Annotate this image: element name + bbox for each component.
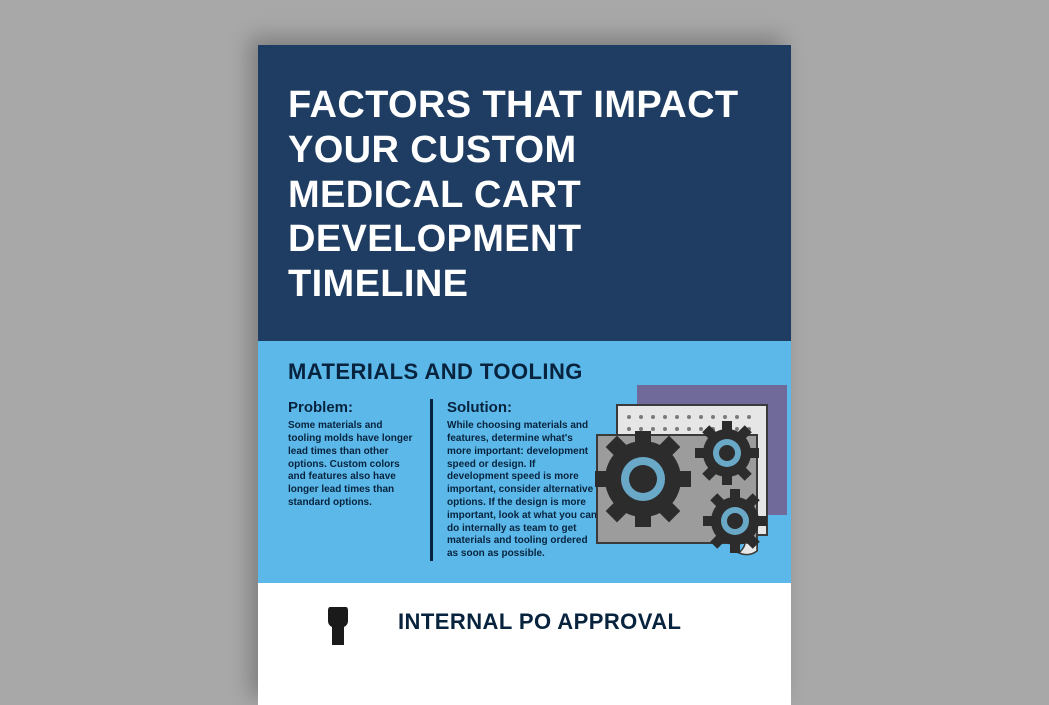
header-block: FACTORS THAT IMPACT YOUR CUSTOM MEDICAL … <box>258 45 791 341</box>
column-divider <box>430 399 433 561</box>
section-title: INTERNAL PO APPROVAL <box>398 609 681 635</box>
solution-label: Solution: <box>447 399 599 416</box>
problem-label: Problem: <box>288 399 416 416</box>
solution-column: Solution: While choosing materials and f… <box>447 399 599 561</box>
stamp-icon <box>308 605 368 665</box>
page-title: FACTORS THAT IMPACT YOUR CUSTOM MEDICAL … <box>288 83 761 307</box>
problem-column: Problem: Some materials and tooling mold… <box>288 399 416 561</box>
gears-illustration-icon <box>587 385 791 575</box>
problem-body: Some materials and tooling molds have lo… <box>288 420 416 510</box>
section-materials-tooling: MATERIALS AND TOOLING Problem: Some mate… <box>258 341 791 583</box>
infographic-card: FACTORS THAT IMPACT YOUR CUSTOM MEDICAL … <box>258 45 791 705</box>
solution-body: While choosing materials and features, d… <box>447 420 599 561</box>
section-internal-po: INTERNAL PO APPROVAL <box>258 583 791 705</box>
